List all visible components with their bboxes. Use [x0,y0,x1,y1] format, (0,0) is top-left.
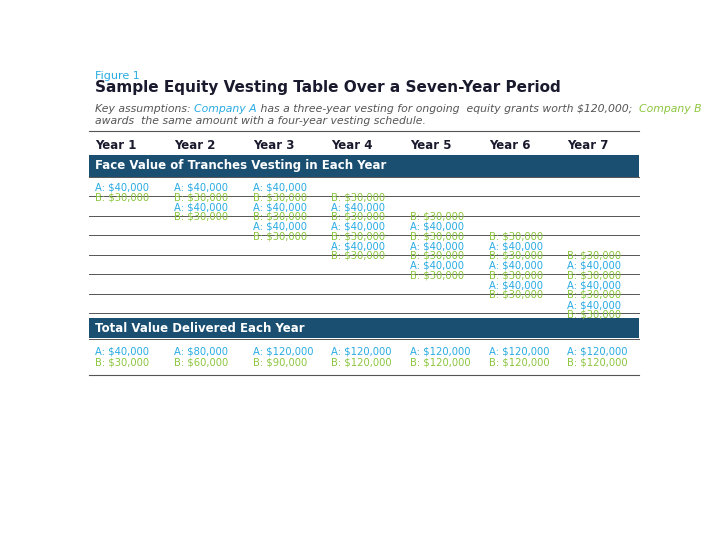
Text: Year 2: Year 2 [174,140,215,153]
Text: Figure 1: Figure 1 [95,71,140,81]
Text: A: $40,000: A: $40,000 [95,183,149,193]
Text: Year 5: Year 5 [410,140,452,153]
Text: B: $30,000: B: $30,000 [174,212,228,222]
Text: B: $30,000: B: $30,000 [410,270,464,280]
Text: A: $120,000: A: $120,000 [488,347,550,357]
Text: B: $30,000: B: $30,000 [332,251,386,261]
Text: has a three-year vesting for ongoing  equity grants worth $120,000;: has a three-year vesting for ongoing equ… [257,104,639,114]
Text: A: $80,000: A: $80,000 [174,347,228,357]
Text: A: $40,000: A: $40,000 [174,183,228,193]
Text: A: $40,000: A: $40,000 [567,261,621,271]
Text: B: $30,000: B: $30,000 [410,212,464,222]
Text: A: $120,000: A: $120,000 [332,347,392,357]
Text: A: $40,000: A: $40,000 [410,222,464,232]
Text: B: $30,000: B: $30,000 [488,251,543,261]
Text: Company A: Company A [195,104,257,114]
Text: B: $60,000: B: $60,000 [174,358,229,368]
Text: Year 6: Year 6 [488,140,530,153]
Text: B: $30,000: B: $30,000 [567,289,621,300]
Text: B: $30,000: B: $30,000 [567,309,621,319]
Text: B: $30,000: B: $30,000 [253,231,307,241]
Text: awards  the same amount with a four-year vesting schedule.: awards the same amount with a four-year … [95,116,426,126]
Text: A: $40,000: A: $40,000 [488,261,542,271]
Text: B: $30,000: B: $30,000 [488,270,543,280]
Text: B: $120,000: B: $120,000 [488,358,550,368]
Text: B: $30,000: B: $30,000 [332,231,386,241]
Text: B: $30,000: B: $30,000 [410,251,464,261]
Bar [89,318,639,338]
Text: B: $30,000: B: $30,000 [253,192,307,202]
Bar [89,155,639,177]
Text: A: $40,000: A: $40,000 [567,300,621,310]
Text: B: $30,000: B: $30,000 [410,231,464,241]
Text: B: $90,000: B: $90,000 [253,358,307,368]
Text: A: $40,000: A: $40,000 [174,203,228,212]
Text: Company B: Company B [639,104,702,114]
Text: Sample Equity Vesting Table Over a Seven-Year Period: Sample Equity Vesting Table Over a Seven… [95,80,561,95]
Text: Year 1: Year 1 [95,140,137,153]
Text: B: $120,000: B: $120,000 [332,358,392,368]
Text: A: $40,000: A: $40,000 [410,241,464,252]
Text: Year 3: Year 3 [253,140,294,153]
Text: B: $30,000: B: $30,000 [332,212,386,222]
Text: A: $120,000: A: $120,000 [567,347,628,357]
Text: B: $30,000: B: $30,000 [253,212,307,222]
Text: B: $30,000: B: $30,000 [174,192,228,202]
Text: A: $40,000: A: $40,000 [567,280,621,291]
Text: Year 4: Year 4 [332,140,373,153]
Text: B: $120,000: B: $120,000 [410,358,471,368]
Text: A: $40,000: A: $40,000 [488,280,542,291]
Text: B: $30,000: B: $30,000 [567,270,621,280]
Text: Year 7: Year 7 [567,140,609,153]
Text: Total Value Delivered Each Year: Total Value Delivered Each Year [95,322,305,335]
Text: A: $40,000: A: $40,000 [253,183,307,193]
Text: A: $40,000: A: $40,000 [410,261,464,271]
Text: A: $40,000: A: $40,000 [332,222,386,232]
Text: A: $40,000: A: $40,000 [332,203,386,212]
Text: A: $40,000: A: $40,000 [488,241,542,252]
Text: B: $30,000: B: $30,000 [332,192,386,202]
Text: B: $120,000: B: $120,000 [567,358,628,368]
Text: A: $40,000: A: $40,000 [253,203,307,212]
Text: B: $30,000: B: $30,000 [95,192,150,202]
Text: B: $30,000: B: $30,000 [95,358,150,368]
Text: A: $40,000: A: $40,000 [95,347,149,357]
Text: A: $40,000: A: $40,000 [332,241,386,252]
Text: B: $30,000: B: $30,000 [488,289,543,300]
Text: B: $30,000: B: $30,000 [488,231,543,241]
Text: Key assumptions:: Key assumptions: [95,104,195,114]
Text: B: $30,000: B: $30,000 [567,251,621,261]
Text: A: $40,000: A: $40,000 [253,222,307,232]
Text: A: $120,000: A: $120,000 [410,347,471,357]
Text: Face Value of Tranches Vesting in Each Year: Face Value of Tranches Vesting in Each Y… [95,160,387,172]
Text: A: $120,000: A: $120,000 [253,347,313,357]
